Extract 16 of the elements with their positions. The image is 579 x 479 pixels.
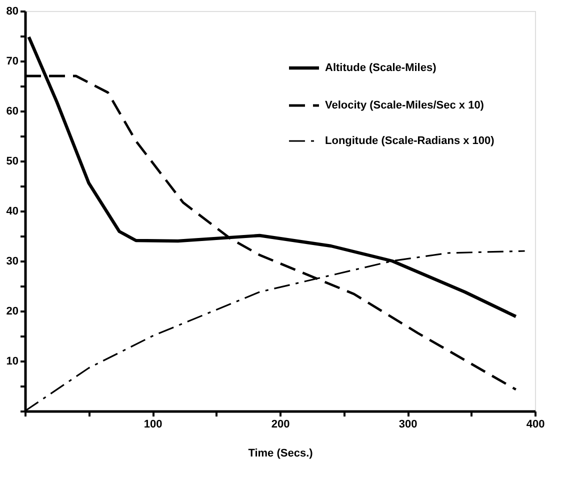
x-tick-label: 200 <box>271 418 290 430</box>
legend-label: Altitude (Scale-Miles) <box>325 62 437 74</box>
y-tick-label: 20 <box>6 306 18 318</box>
legend-label: Longitude (Scale-Radians x 100) <box>325 135 495 147</box>
y-tick-label: 80 <box>6 6 18 18</box>
y-tick-label: 40 <box>6 206 18 218</box>
y-tick-label: 30 <box>6 256 18 268</box>
y-tick-label: 50 <box>6 156 18 168</box>
y-tick-label: 10 <box>6 356 18 368</box>
x-tick-label: 300 <box>398 418 418 430</box>
x-tick-label: 100 <box>144 418 162 430</box>
x-axis-title: Time (Secs.) <box>248 448 314 460</box>
legend-label: Velocity (Scale-Miles/Sec x 10) <box>325 100 484 112</box>
x-tick-label: 400 <box>526 418 545 430</box>
y-tick-label: 60 <box>6 106 18 118</box>
y-tick-label: 70 <box>6 56 18 68</box>
